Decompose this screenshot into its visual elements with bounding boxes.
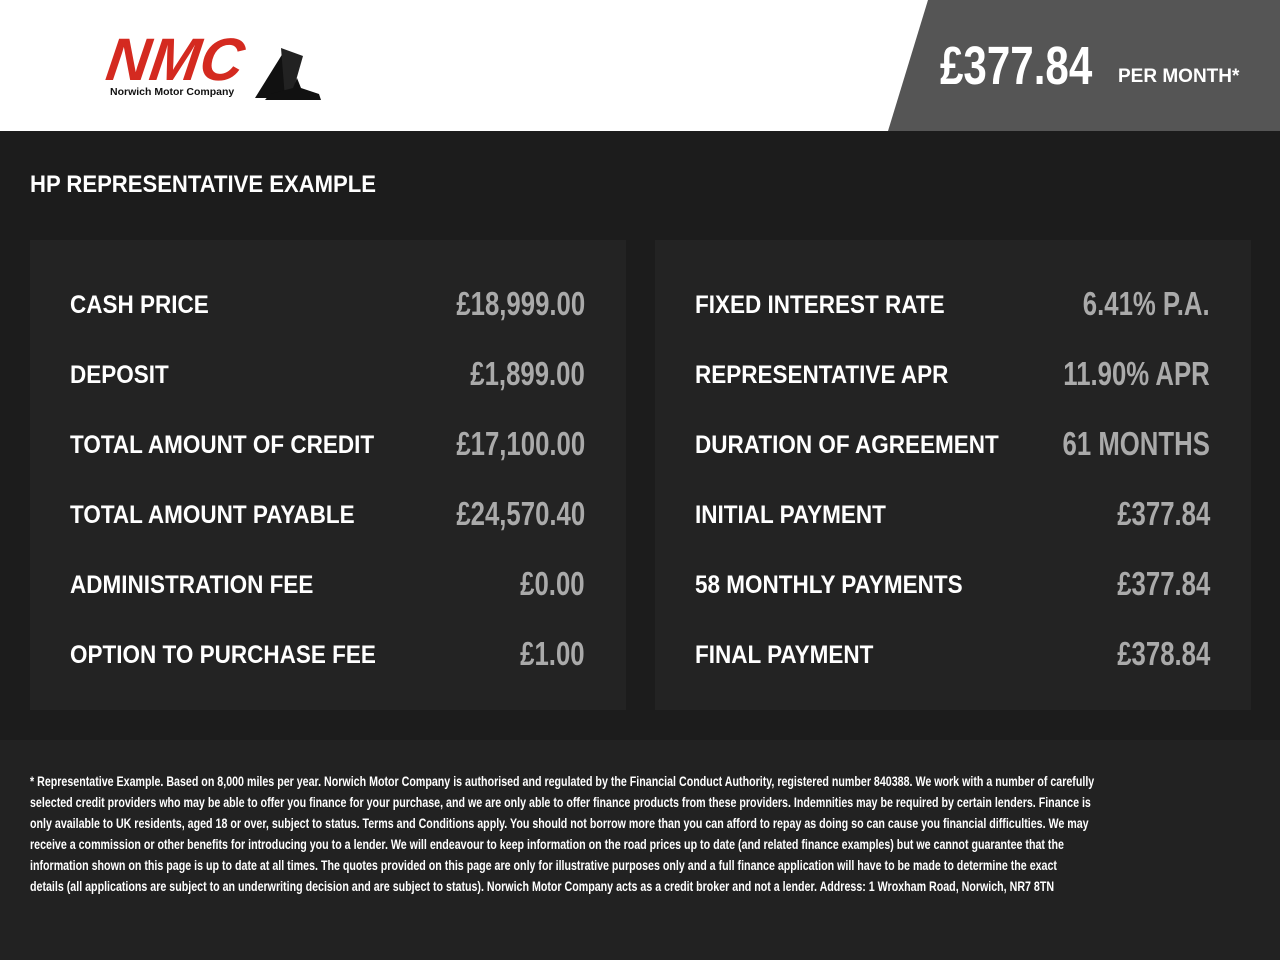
row-label: DURATION OF AGREEMENT	[695, 431, 999, 459]
finance-panel-left: CASH PRICE £18,999.00 DEPOSIT £1,899.00 TO…	[30, 240, 626, 710]
disclaimer-line: receive a commission or other benefits f…	[30, 837, 1064, 852]
row-value: £377.84	[1116, 565, 1210, 602]
row-value: £18,999.00	[456, 285, 585, 322]
finance-row: FIXED INTEREST RATE 6.41% P.A.	[695, 275, 1210, 345]
finance-row: DURATION OF AGREEMENT 61 MONTHS	[695, 415, 1210, 485]
section-title: HP REPRESENTATIVE EXAMPLE	[30, 171, 376, 198]
row-value: £24,570.40	[456, 495, 585, 532]
disclaimer-line: selected credit providers who may be abl…	[30, 795, 1091, 810]
row-label: TOTAL AMOUNT PAYABLE	[70, 501, 355, 529]
disclaimer-line: information shown on this page is up to …	[30, 858, 1057, 873]
finance-row: ADMINISTRATION FEE £0.00	[70, 555, 585, 625]
row-value: 11.90% APR	[1063, 355, 1210, 392]
header: NMC Norwich Motor Company £377.84 PER MO…	[0, 0, 1280, 131]
finance-row: REPRESENTATIVE APR 11.90% APR	[695, 345, 1210, 415]
per-month-label: PER MONTH*	[1118, 66, 1240, 87]
row-label: FIXED INTEREST RATE	[695, 291, 945, 319]
row-label: ADMINISTRATION FEE	[70, 571, 314, 599]
row-label: 58 MONTHLY PAYMENTS	[695, 571, 963, 599]
row-value: £378.84	[1116, 635, 1210, 672]
row-value: £377.84	[1116, 495, 1210, 532]
row-value: 6.41% P.A.	[1083, 285, 1210, 322]
finance-row: FINAL PAYMENT £378.84	[695, 625, 1210, 695]
row-value: £17,100.00	[456, 425, 585, 462]
price-bar	[888, 0, 1280, 131]
disclaimer-line: details (all applications are subject to…	[30, 879, 1055, 894]
row-label: CASH PRICE	[70, 291, 209, 319]
row-label: DEPOSIT	[70, 361, 169, 389]
logo-subtext: Norwich Motor Company	[110, 86, 234, 98]
finance-row: TOTAL AMOUNT PAYABLE £24,570.40	[70, 485, 585, 555]
row-value: £1,899.00	[470, 355, 585, 392]
finance-row: TOTAL AMOUNT OF CREDIT £17,100.00	[70, 415, 585, 485]
row-label: FINAL PAYMENT	[695, 641, 874, 669]
monthly-price: £377.84	[940, 36, 1093, 96]
disclaimer-line: * Representative Example. Based on 8,000…	[30, 774, 1095, 789]
logo-mark: NMC	[105, 25, 250, 93]
row-label: TOTAL AMOUNT OF CREDIT	[70, 431, 375, 459]
row-label: OPTION TO PURCHASE FEE	[70, 641, 376, 669]
finance-row: DEPOSIT £1,899.00	[70, 345, 585, 415]
disclaimer-line: only available to UK residents, aged 18 …	[30, 816, 1089, 831]
row-value: £1.00	[520, 635, 585, 672]
finance-row: INITIAL PAYMENT £377.84	[695, 485, 1210, 555]
finance-row: CASH PRICE £18,999.00	[70, 275, 585, 345]
row-label: REPRESENTATIVE APR	[695, 361, 949, 389]
row-label: INITIAL PAYMENT	[695, 501, 886, 529]
nmc-logo[interactable]: NMC Norwich Motor Company	[101, 18, 325, 113]
row-value: £0.00	[520, 565, 585, 602]
finance-row: OPTION TO PURCHASE FEE £1.00	[70, 625, 585, 695]
disclaimer: * Representative Example. Based on 8,000…	[0, 740, 1280, 960]
row-value: 61 MONTHS	[1062, 425, 1210, 462]
finance-row: 58 MONTHLY PAYMENTS £377.84	[695, 555, 1210, 625]
finance-panel-right: FIXED INTEREST RATE 6.41% P.A. REPRESENTA…	[655, 240, 1251, 710]
